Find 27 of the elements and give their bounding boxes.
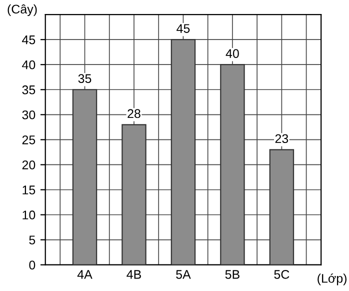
y-tick-label: 15	[22, 186, 36, 194]
data-label: 40	[226, 49, 239, 58]
y-tick-label: 40	[22, 60, 36, 70]
bar	[220, 64, 245, 265]
x-tick-label: 4A	[77, 270, 92, 279]
y-axis-title: (Cây)	[8, 4, 37, 16]
y-tick-label: 35	[22, 85, 36, 94]
data-label: 28	[128, 109, 140, 118]
y-tick-label: 25	[22, 135, 36, 144]
y-tick-label: 0	[29, 260, 36, 270]
data-label: 35	[78, 74, 92, 83]
y-tick-label: 10	[22, 210, 36, 220]
y-tick-label: 30	[22, 110, 36, 120]
bar	[269, 149, 294, 265]
x-axis-title: (Lớp)	[318, 273, 346, 286]
x-tick-label: 5A	[176, 270, 191, 279]
x-tick-label: 5C	[274, 270, 290, 279]
x-tick-label: 5B	[225, 270, 240, 279]
y-tick-label: 20	[22, 160, 36, 170]
data-label: 45	[176, 24, 190, 33]
bar	[170, 39, 196, 265]
bar	[122, 124, 146, 265]
bar	[72, 89, 98, 265]
x-tick-label: 4B	[126, 270, 141, 279]
y-tick-label: 5	[29, 236, 36, 244]
data-label: 23	[275, 134, 288, 144]
y-tick-label: 45	[22, 36, 36, 44]
